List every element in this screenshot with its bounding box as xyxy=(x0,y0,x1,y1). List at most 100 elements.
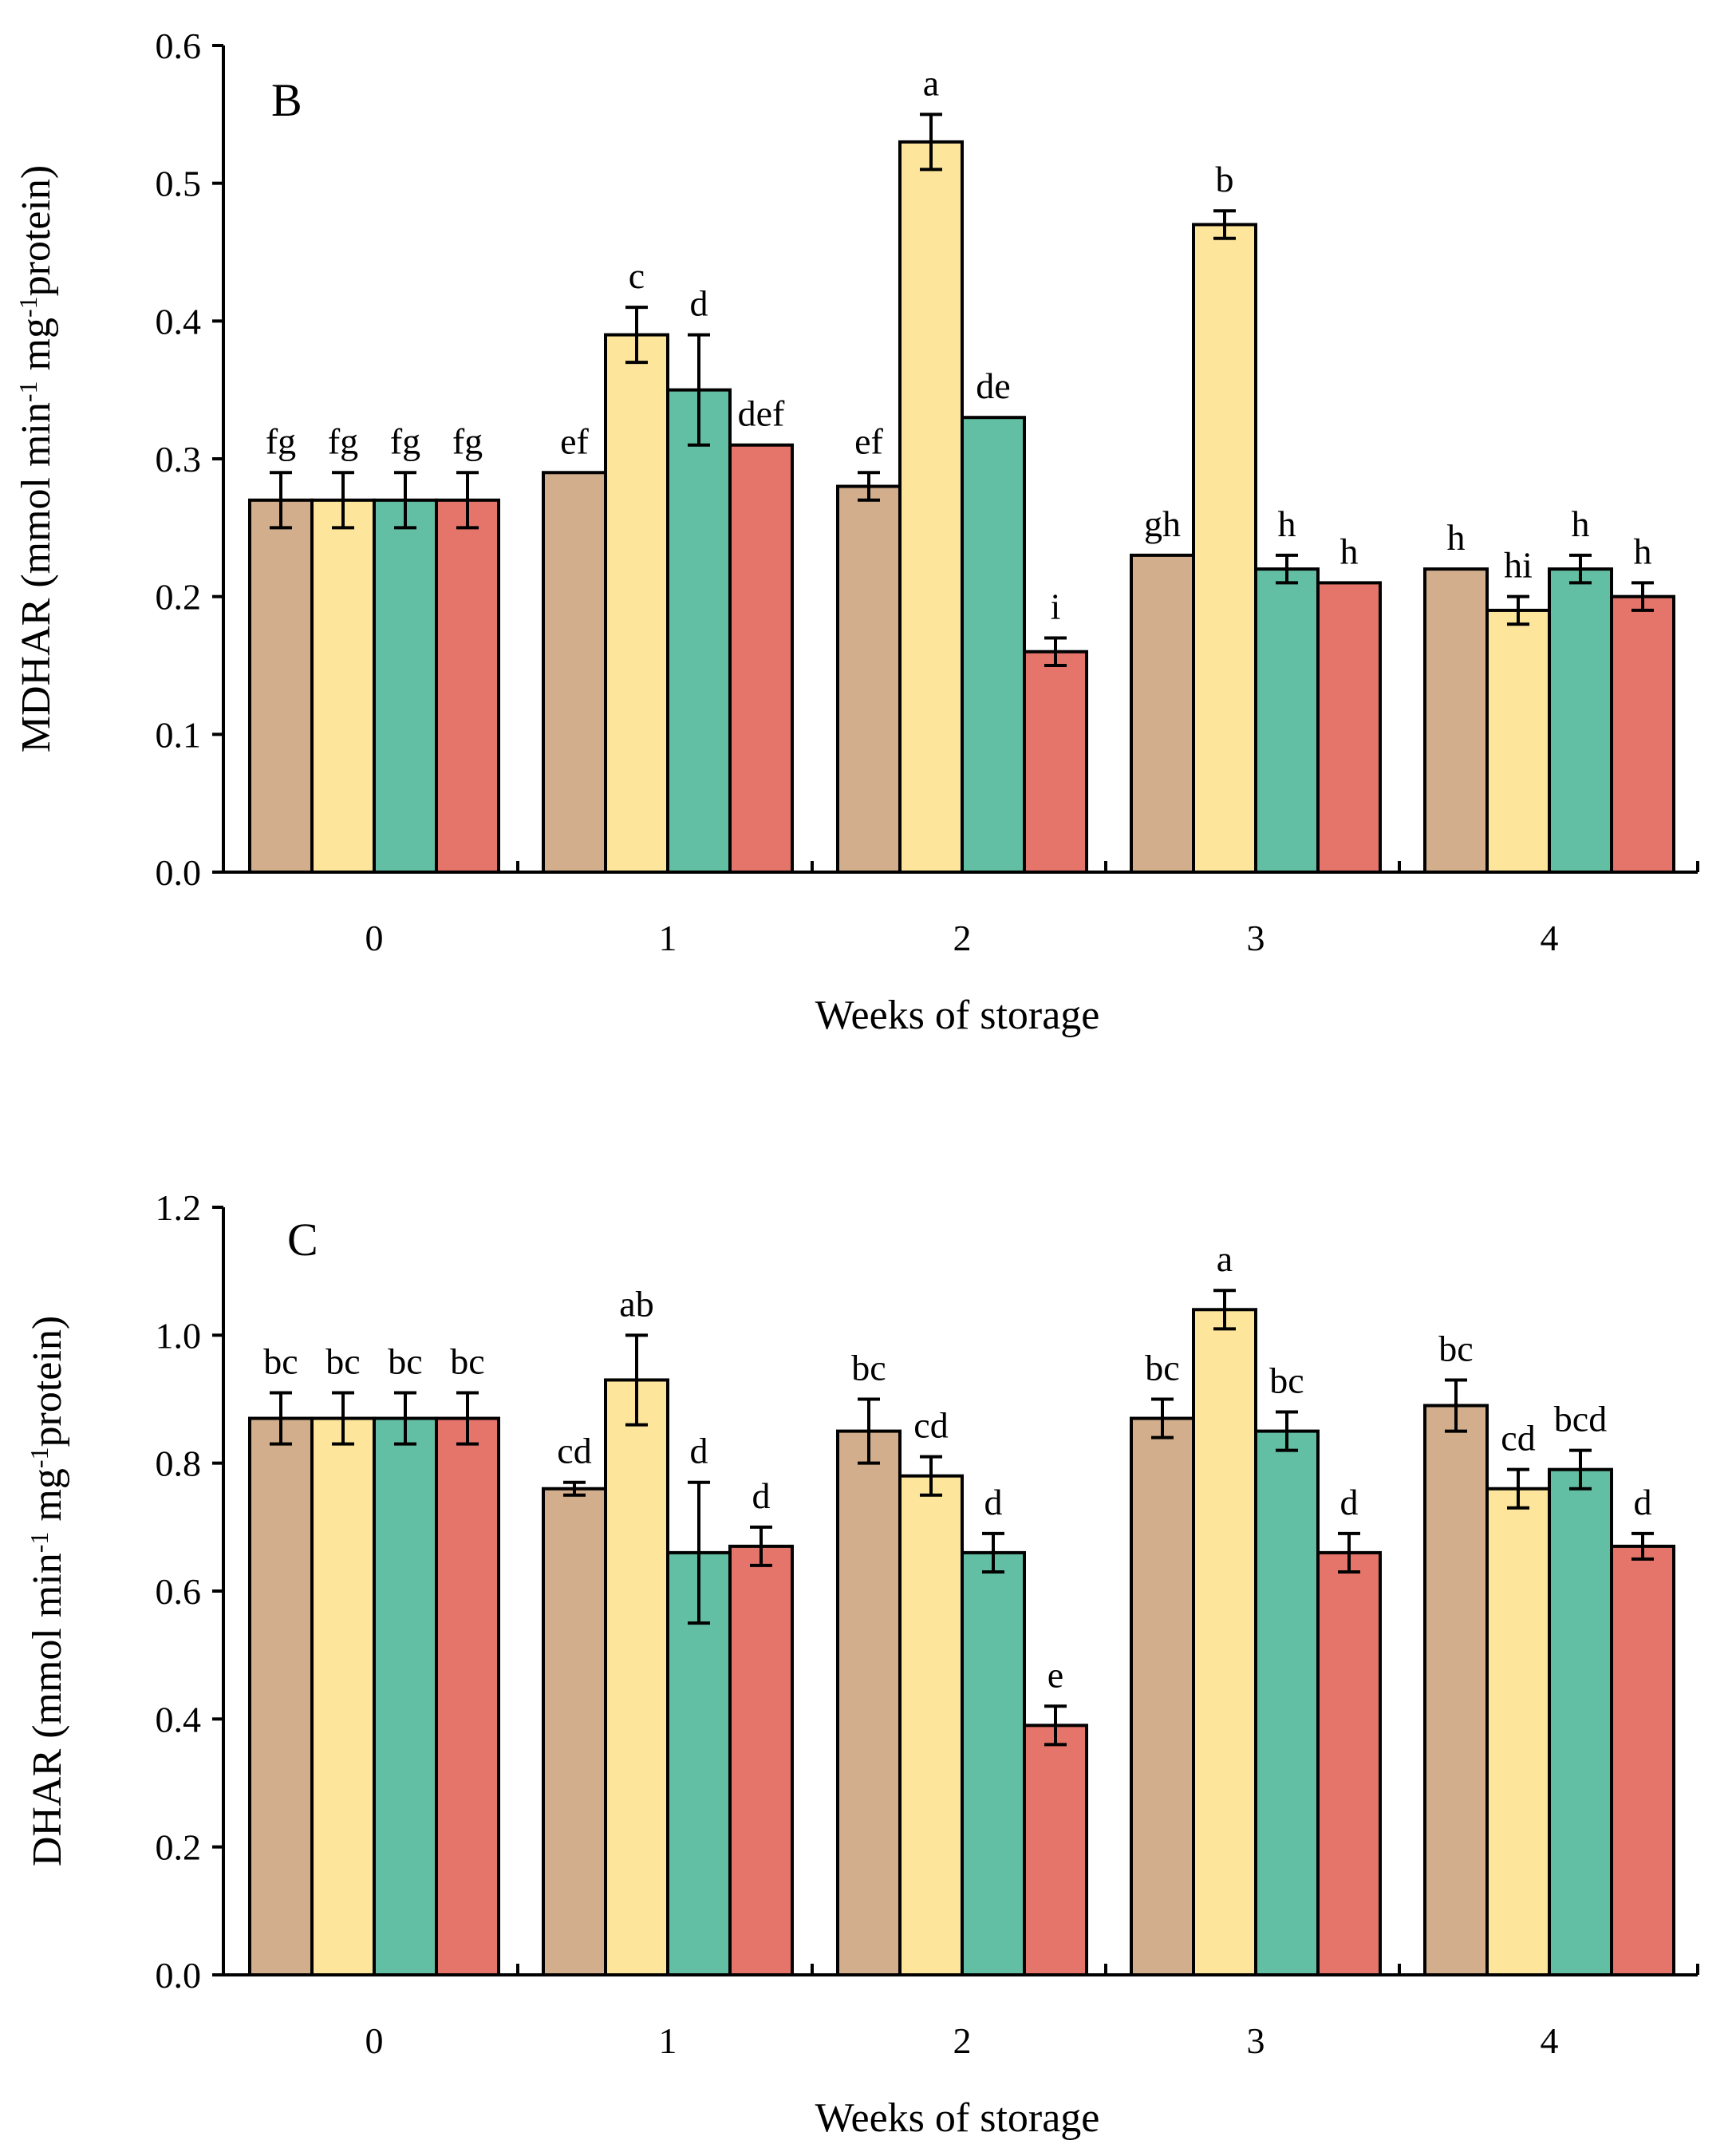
bar xyxy=(728,1544,794,1976)
significance-label: de xyxy=(976,365,1010,406)
significance-label: fg xyxy=(390,421,420,461)
bar xyxy=(435,1416,500,1977)
significance-label: hi xyxy=(1504,545,1533,586)
bar xyxy=(373,498,438,874)
bar xyxy=(836,484,902,874)
significance-label: a xyxy=(1217,1238,1233,1279)
significance-label: bc xyxy=(1438,1328,1473,1368)
significance-label: fg xyxy=(452,421,483,461)
bar xyxy=(961,416,1026,874)
bar xyxy=(1130,1416,1195,1977)
y-tick-label: 0.2 xyxy=(156,577,202,618)
bar xyxy=(604,1378,669,1976)
bar xyxy=(836,1429,902,1977)
significance-label: cd xyxy=(557,1431,591,1471)
x-tick-label: 3 xyxy=(1247,918,1265,958)
bar xyxy=(248,1416,314,1977)
significance-label: bcd xyxy=(1554,1399,1607,1439)
y-axis-title: MDHAR (mmol min-1 mg-1protein) xyxy=(14,165,59,753)
bar xyxy=(961,1550,1026,1976)
significance-label: bc xyxy=(326,1341,360,1381)
x-tick-label: 1 xyxy=(659,918,677,958)
significance-label: d xyxy=(752,1475,771,1516)
significance-label: h xyxy=(1572,503,1590,544)
significance-label: i xyxy=(1051,586,1061,626)
bar xyxy=(310,1416,376,1977)
significance-label: d xyxy=(1634,1482,1652,1522)
y-tick-label: 0.4 xyxy=(156,301,202,342)
significance-label: fg xyxy=(328,421,358,461)
significance-label: bc xyxy=(851,1348,886,1388)
bar xyxy=(1254,567,1320,875)
bar xyxy=(1485,1487,1551,1976)
bar xyxy=(1023,650,1088,874)
bar xyxy=(1548,1467,1613,1976)
significance-label: c xyxy=(629,255,645,296)
x-tick-label: 2 xyxy=(953,918,972,958)
panel-label: C xyxy=(287,1214,318,1266)
x-axis-title: Weeks of storage xyxy=(815,2095,1100,2141)
x-tick-label: 3 xyxy=(1247,2020,1265,2061)
y-tick-label: 0.4 xyxy=(156,1699,202,1739)
bar xyxy=(898,140,964,875)
bar xyxy=(542,471,607,874)
bar xyxy=(1610,1544,1675,1976)
significance-label: ef xyxy=(560,421,589,461)
panel-label: B xyxy=(271,74,302,126)
y-tick-label: 0.0 xyxy=(156,1955,202,1996)
bar xyxy=(1023,1724,1088,1977)
x-tick-label: 2 xyxy=(953,2020,972,2061)
bar xyxy=(1254,1429,1320,1977)
x-tick-label: 0 xyxy=(365,2020,384,2061)
y-tick-label: 1.0 xyxy=(156,1315,202,1356)
y-tick-label: 0.2 xyxy=(156,1827,202,1868)
y-tick-label: 0.6 xyxy=(156,26,202,66)
y-axis-title: DHAR (mmol min-1 mg-1protein) xyxy=(25,1316,70,1866)
significance-label: bc xyxy=(450,1341,484,1381)
significance-label: def xyxy=(738,393,785,434)
significance-label: bc xyxy=(263,1341,298,1381)
bar xyxy=(1423,1404,1489,1977)
x-tick-label: 1 xyxy=(659,2020,677,2061)
bar xyxy=(1192,1308,1257,1977)
y-tick-label: 0.1 xyxy=(156,714,202,755)
bar xyxy=(1316,581,1382,875)
significance-label: fg xyxy=(266,421,296,461)
x-tick-label: 4 xyxy=(1541,918,1559,958)
significance-label: cd xyxy=(1501,1418,1535,1459)
significance-label: d xyxy=(690,1431,708,1471)
y-tick-label: 0.6 xyxy=(156,1571,202,1612)
significance-label: bc xyxy=(1145,1348,1179,1388)
bar xyxy=(1610,594,1675,875)
bar xyxy=(728,443,794,874)
y-tick-label: 0.3 xyxy=(156,439,202,480)
bar xyxy=(666,388,732,874)
significance-label: d xyxy=(690,283,708,324)
bar xyxy=(435,498,500,874)
significance-label: ab xyxy=(619,1283,653,1324)
y-tick-label: 0.8 xyxy=(156,1443,202,1484)
bar xyxy=(248,498,314,874)
x-axis-title: Weeks of storage xyxy=(815,993,1100,1038)
significance-label: ef xyxy=(854,421,883,461)
significance-label: bc xyxy=(1269,1360,1304,1401)
x-tick-label: 0 xyxy=(365,918,384,958)
x-tick-label: 4 xyxy=(1541,2020,1559,2061)
y-tick-label: 1.2 xyxy=(156,1187,202,1228)
bar xyxy=(1316,1550,1382,1976)
significance-label: cd xyxy=(913,1405,948,1446)
bar xyxy=(1130,553,1195,874)
significance-label: h xyxy=(1634,531,1652,571)
bar xyxy=(1423,567,1489,875)
bar xyxy=(1192,223,1257,874)
significance-label: bc xyxy=(388,1341,422,1381)
significance-label: gh xyxy=(1144,503,1181,544)
significance-label: b xyxy=(1216,159,1234,199)
significance-label: h xyxy=(1278,503,1296,544)
significance-label: h xyxy=(1340,531,1359,571)
bar xyxy=(898,1474,964,1976)
bar xyxy=(604,333,669,875)
bar xyxy=(373,1416,438,1977)
